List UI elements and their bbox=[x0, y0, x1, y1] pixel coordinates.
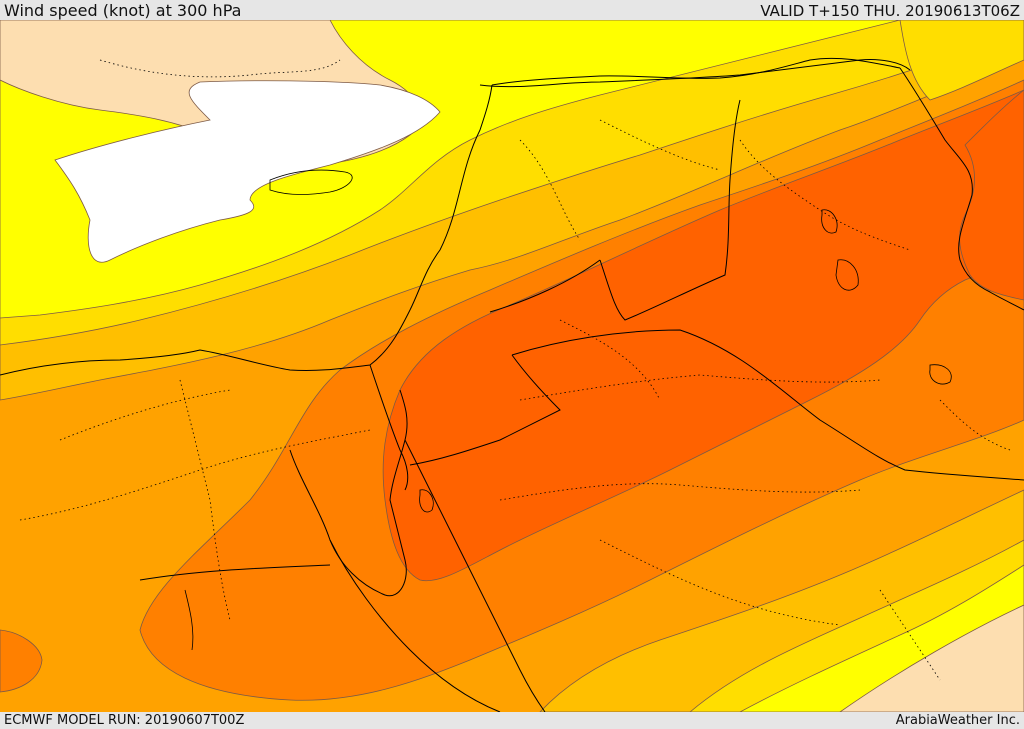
coastline-red-sea bbox=[329, 539, 501, 712]
admin-boundary-8 bbox=[599, 119, 721, 171]
admin-boundary-13 bbox=[939, 399, 1011, 451]
border-iran bbox=[899, 67, 1024, 311]
band-low-ne bbox=[899, 20, 1024, 101]
admin-boundary-1 bbox=[19, 429, 371, 521]
admin-boundary-9 bbox=[599, 539, 841, 626]
band-very-high bbox=[382, 89, 1024, 582]
wind-speed-map[interactable] bbox=[0, 20, 1024, 712]
lake-east bbox=[929, 364, 952, 385]
border-turkey bbox=[479, 59, 911, 88]
header-bar: Wind speed (knot) at 300 hPa VALID T+150… bbox=[0, 0, 1024, 20]
border-jordan-iraq bbox=[489, 259, 601, 313]
model-run-label: ECMWF MODEL RUN: 20190607T00Z bbox=[4, 713, 245, 728]
admin-boundary-11 bbox=[99, 59, 341, 78]
band-high-west bbox=[0, 629, 43, 693]
border-egypt-sinai bbox=[369, 364, 409, 491]
lake-tharthar bbox=[835, 259, 859, 291]
admin-boundary-3 bbox=[179, 379, 231, 621]
admin-boundary-10 bbox=[879, 589, 941, 681]
valid-time: VALID T+150 THU. 20190613T06Z bbox=[760, 2, 1020, 20]
band-very-high-ne bbox=[959, 89, 1024, 301]
border-iraq-saudi bbox=[511, 329, 1024, 481]
admin-boundary-4 bbox=[519, 374, 881, 401]
border-syria-iraq bbox=[599, 99, 741, 321]
border-egypt-sudan bbox=[139, 564, 331, 581]
lake-milh bbox=[821, 209, 838, 234]
cyprus-coast bbox=[269, 169, 353, 195]
admin-boundary-7 bbox=[739, 139, 911, 251]
footer-bar: ECMWF MODEL RUN: 20190607T00Z ArabiaWeat… bbox=[0, 712, 1024, 729]
credit-label: ArabiaWeather Inc. bbox=[895, 713, 1020, 728]
coastline-aqaba bbox=[404, 439, 546, 712]
admin-boundary-5 bbox=[499, 483, 861, 501]
admin-boundary-6 bbox=[559, 319, 661, 401]
border-jordan-saudi bbox=[409, 354, 561, 466]
admin-boundary-2 bbox=[59, 389, 231, 441]
chart-title: Wind speed (knot) at 300 hPa bbox=[4, 1, 242, 20]
lake-nasser bbox=[184, 589, 194, 651]
band-calm bbox=[54, 80, 441, 263]
coastline-mediterranean bbox=[0, 84, 493, 376]
dead-sea-area bbox=[419, 489, 434, 513]
band-very-low-south bbox=[839, 604, 1024, 712]
coastline-levant bbox=[491, 57, 901, 86]
